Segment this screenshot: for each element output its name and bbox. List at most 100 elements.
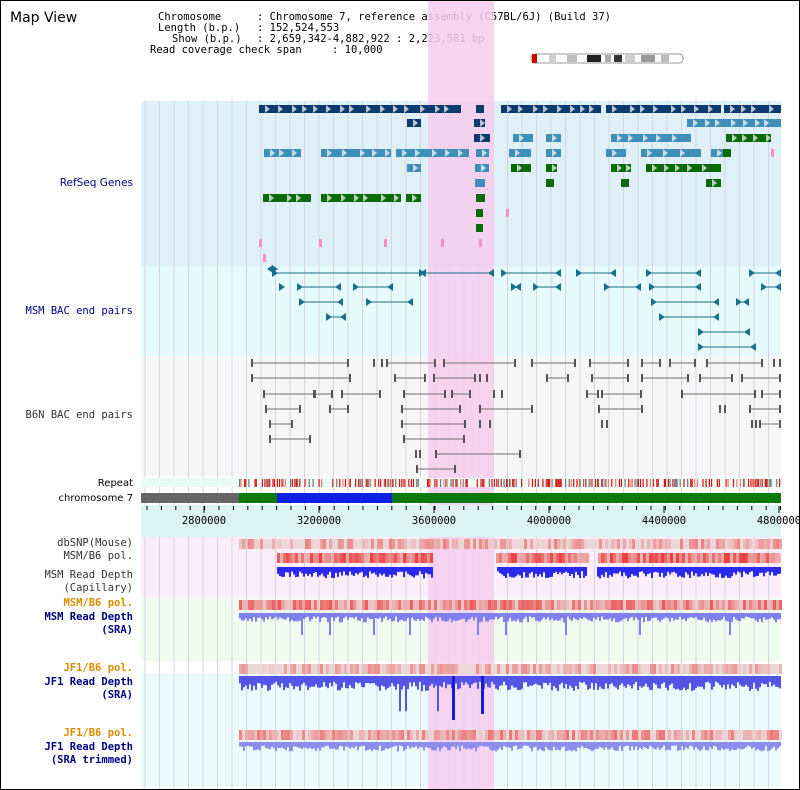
- bac-end-marker: [511, 283, 517, 291]
- heat-cell: [398, 600, 401, 610]
- repeat-mark: [369, 479, 372, 487]
- depth-bar: [349, 613, 351, 618]
- depth-bar: [543, 567, 545, 573]
- depth-bar: [757, 676, 759, 691]
- depth-bar: [527, 676, 529, 687]
- heat-cell: [542, 600, 545, 610]
- depth-bar: [551, 613, 553, 619]
- heat-cell: [374, 600, 377, 610]
- heat-cell: [776, 730, 779, 740]
- repeat-mark: [611, 479, 613, 487]
- repeat-track[interactable]: [239, 479, 781, 487]
- depth-bar: [433, 742, 435, 751]
- heat-cell: [245, 600, 248, 610]
- repeat-mark: [368, 479, 370, 487]
- depth-bar: [405, 613, 407, 621]
- b6n-bac-track[interactable]: [251, 359, 781, 473]
- heat-cell: [269, 539, 272, 549]
- repeat-mark: [374, 479, 376, 487]
- heat-cell: [440, 664, 443, 674]
- refseq-genes-track[interactable]: [259, 105, 781, 262]
- chromosome-ideogram[interactable]: [530, 53, 684, 64]
- repeat-mark: [754, 479, 756, 487]
- chromosome-key: Chromosome: [158, 11, 222, 23]
- heat-cell: [269, 664, 272, 674]
- heat-cell: [386, 539, 389, 549]
- repeat-mark: [620, 479, 622, 487]
- depth-bar: [337, 676, 339, 691]
- gene-arrow: [715, 119, 720, 127]
- depth-bar: [735, 567, 737, 575]
- heat-cell: [617, 539, 620, 549]
- heat-cell: [704, 539, 707, 549]
- depth-bar: [763, 742, 765, 751]
- heat-cell: [299, 539, 302, 549]
- heat-cell: [515, 730, 518, 740]
- heat-cell: [518, 539, 521, 549]
- heat-cell: [737, 539, 740, 549]
- heat-cell: [761, 664, 764, 674]
- heat-cell: [743, 664, 746, 674]
- depth-bar: [481, 613, 483, 622]
- heat-cell: [551, 539, 554, 549]
- depth-bar: [393, 567, 395, 575]
- repeat-mark: [642, 479, 644, 487]
- depth-bar: [647, 676, 649, 688]
- depth-bar: [577, 676, 579, 690]
- heat-cell: [719, 664, 722, 674]
- depth-bar: [407, 567, 409, 574]
- depth-bar: [531, 613, 533, 618]
- depth-bar: [733, 613, 735, 618]
- depth-bar: [309, 567, 311, 575]
- chromosome-band-track[interactable]: [141, 493, 781, 503]
- heat-cell: [590, 539, 593, 549]
- depth-bar: [291, 567, 293, 572]
- depth-bar: [287, 676, 289, 689]
- gene-arrow: [626, 164, 631, 172]
- heat-cell: [634, 553, 637, 563]
- depth-bar: [339, 613, 341, 623]
- depth-bar: [747, 567, 749, 575]
- heat-cell: [629, 730, 632, 740]
- highlight-region[interactable]: [428, 1, 494, 790]
- msm-bac-track[interactable]: [267, 265, 781, 351]
- heat-cell: [347, 730, 350, 740]
- depth-bar: [739, 567, 741, 573]
- depth-bar: [339, 676, 341, 691]
- depth-bar: [651, 676, 653, 690]
- depth-bar: [335, 613, 337, 618]
- repeat-mark: [656, 479, 658, 487]
- depth-bar: [629, 676, 631, 686]
- heat-cell: [773, 600, 776, 610]
- heat-cell: [335, 730, 338, 740]
- heat-cell: [722, 600, 725, 610]
- heat-cell: [574, 553, 577, 563]
- repeat-mark: [634, 479, 636, 487]
- label-repeat: Repeat: [97, 478, 133, 489]
- depth-bar: [677, 613, 679, 620]
- depth-bar: [455, 742, 457, 750]
- heat-cell: [769, 553, 772, 563]
- heat-cell: [644, 730, 647, 740]
- depth-bar: [269, 613, 271, 617]
- heat-cell: [718, 553, 721, 563]
- repeat-mark: [281, 479, 283, 487]
- heat-cell: [749, 539, 752, 549]
- heat-cell: [452, 664, 455, 674]
- depth-bar: [603, 676, 605, 690]
- heat-cell: [611, 730, 614, 740]
- heat-cell: [368, 539, 371, 549]
- heat-cell: [310, 553, 313, 563]
- depth-bar: [363, 676, 365, 688]
- depth-bar: [703, 613, 705, 618]
- heat-cell: [707, 730, 710, 740]
- heat-cell: [695, 600, 698, 610]
- depth-bar: [675, 567, 677, 574]
- heat-cell: [524, 664, 527, 674]
- depth-bar: [283, 676, 285, 691]
- bac-end-marker: [586, 390, 588, 398]
- repeat-mark: [266, 479, 268, 487]
- heat-cell: [413, 730, 416, 740]
- heat-cell: [416, 664, 419, 674]
